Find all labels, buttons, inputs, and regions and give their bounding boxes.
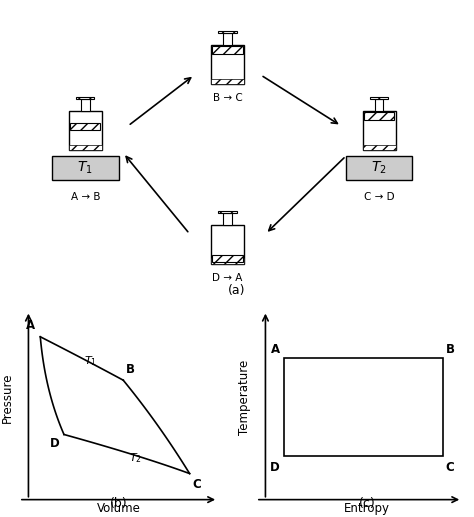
Bar	[211, 225, 244, 264]
Text: $T_1$: $T_1$	[83, 354, 97, 368]
Bar	[219, 31, 237, 33]
Text: C → D: C → D	[364, 192, 394, 202]
Text: (a): (a)	[228, 284, 246, 297]
Bar	[81, 99, 90, 111]
Bar	[223, 33, 232, 45]
Text: B: B	[446, 343, 455, 356]
Bar	[70, 123, 100, 130]
Text: C: C	[446, 461, 454, 474]
Text: Temperature: Temperature	[237, 360, 251, 435]
Bar	[211, 79, 244, 84]
Bar	[375, 99, 383, 111]
Bar	[370, 97, 388, 99]
Text: $T_2$: $T_2$	[371, 160, 387, 176]
Text: C: C	[192, 478, 201, 491]
Bar	[69, 111, 102, 150]
Text: (c): (c)	[359, 497, 376, 510]
Text: D: D	[49, 437, 59, 450]
Bar	[211, 258, 244, 264]
Text: $T_2$: $T_2$	[128, 451, 142, 465]
Text: B → C: B → C	[213, 93, 242, 103]
Bar	[284, 358, 443, 456]
Bar	[69, 145, 102, 150]
Bar	[52, 156, 118, 180]
Text: B: B	[126, 363, 135, 376]
Bar	[219, 210, 237, 213]
Text: A: A	[271, 343, 280, 356]
Text: $T_1$: $T_1$	[77, 160, 93, 176]
Text: D: D	[270, 461, 280, 474]
Bar	[211, 45, 244, 84]
Bar	[363, 145, 396, 150]
Bar	[363, 111, 396, 150]
Text: A → B: A → B	[71, 192, 100, 202]
Bar	[346, 156, 412, 180]
Text: A: A	[27, 320, 36, 332]
Bar	[223, 213, 232, 225]
Bar	[76, 97, 94, 99]
Text: Volume: Volume	[97, 502, 140, 515]
Bar	[364, 113, 394, 120]
Bar	[212, 255, 243, 263]
Bar	[212, 47, 243, 54]
Text: (b): (b)	[109, 497, 128, 510]
Text: Pressure: Pressure	[0, 372, 14, 423]
Text: Entropy: Entropy	[344, 502, 391, 515]
Text: D → A: D → A	[212, 273, 243, 283]
